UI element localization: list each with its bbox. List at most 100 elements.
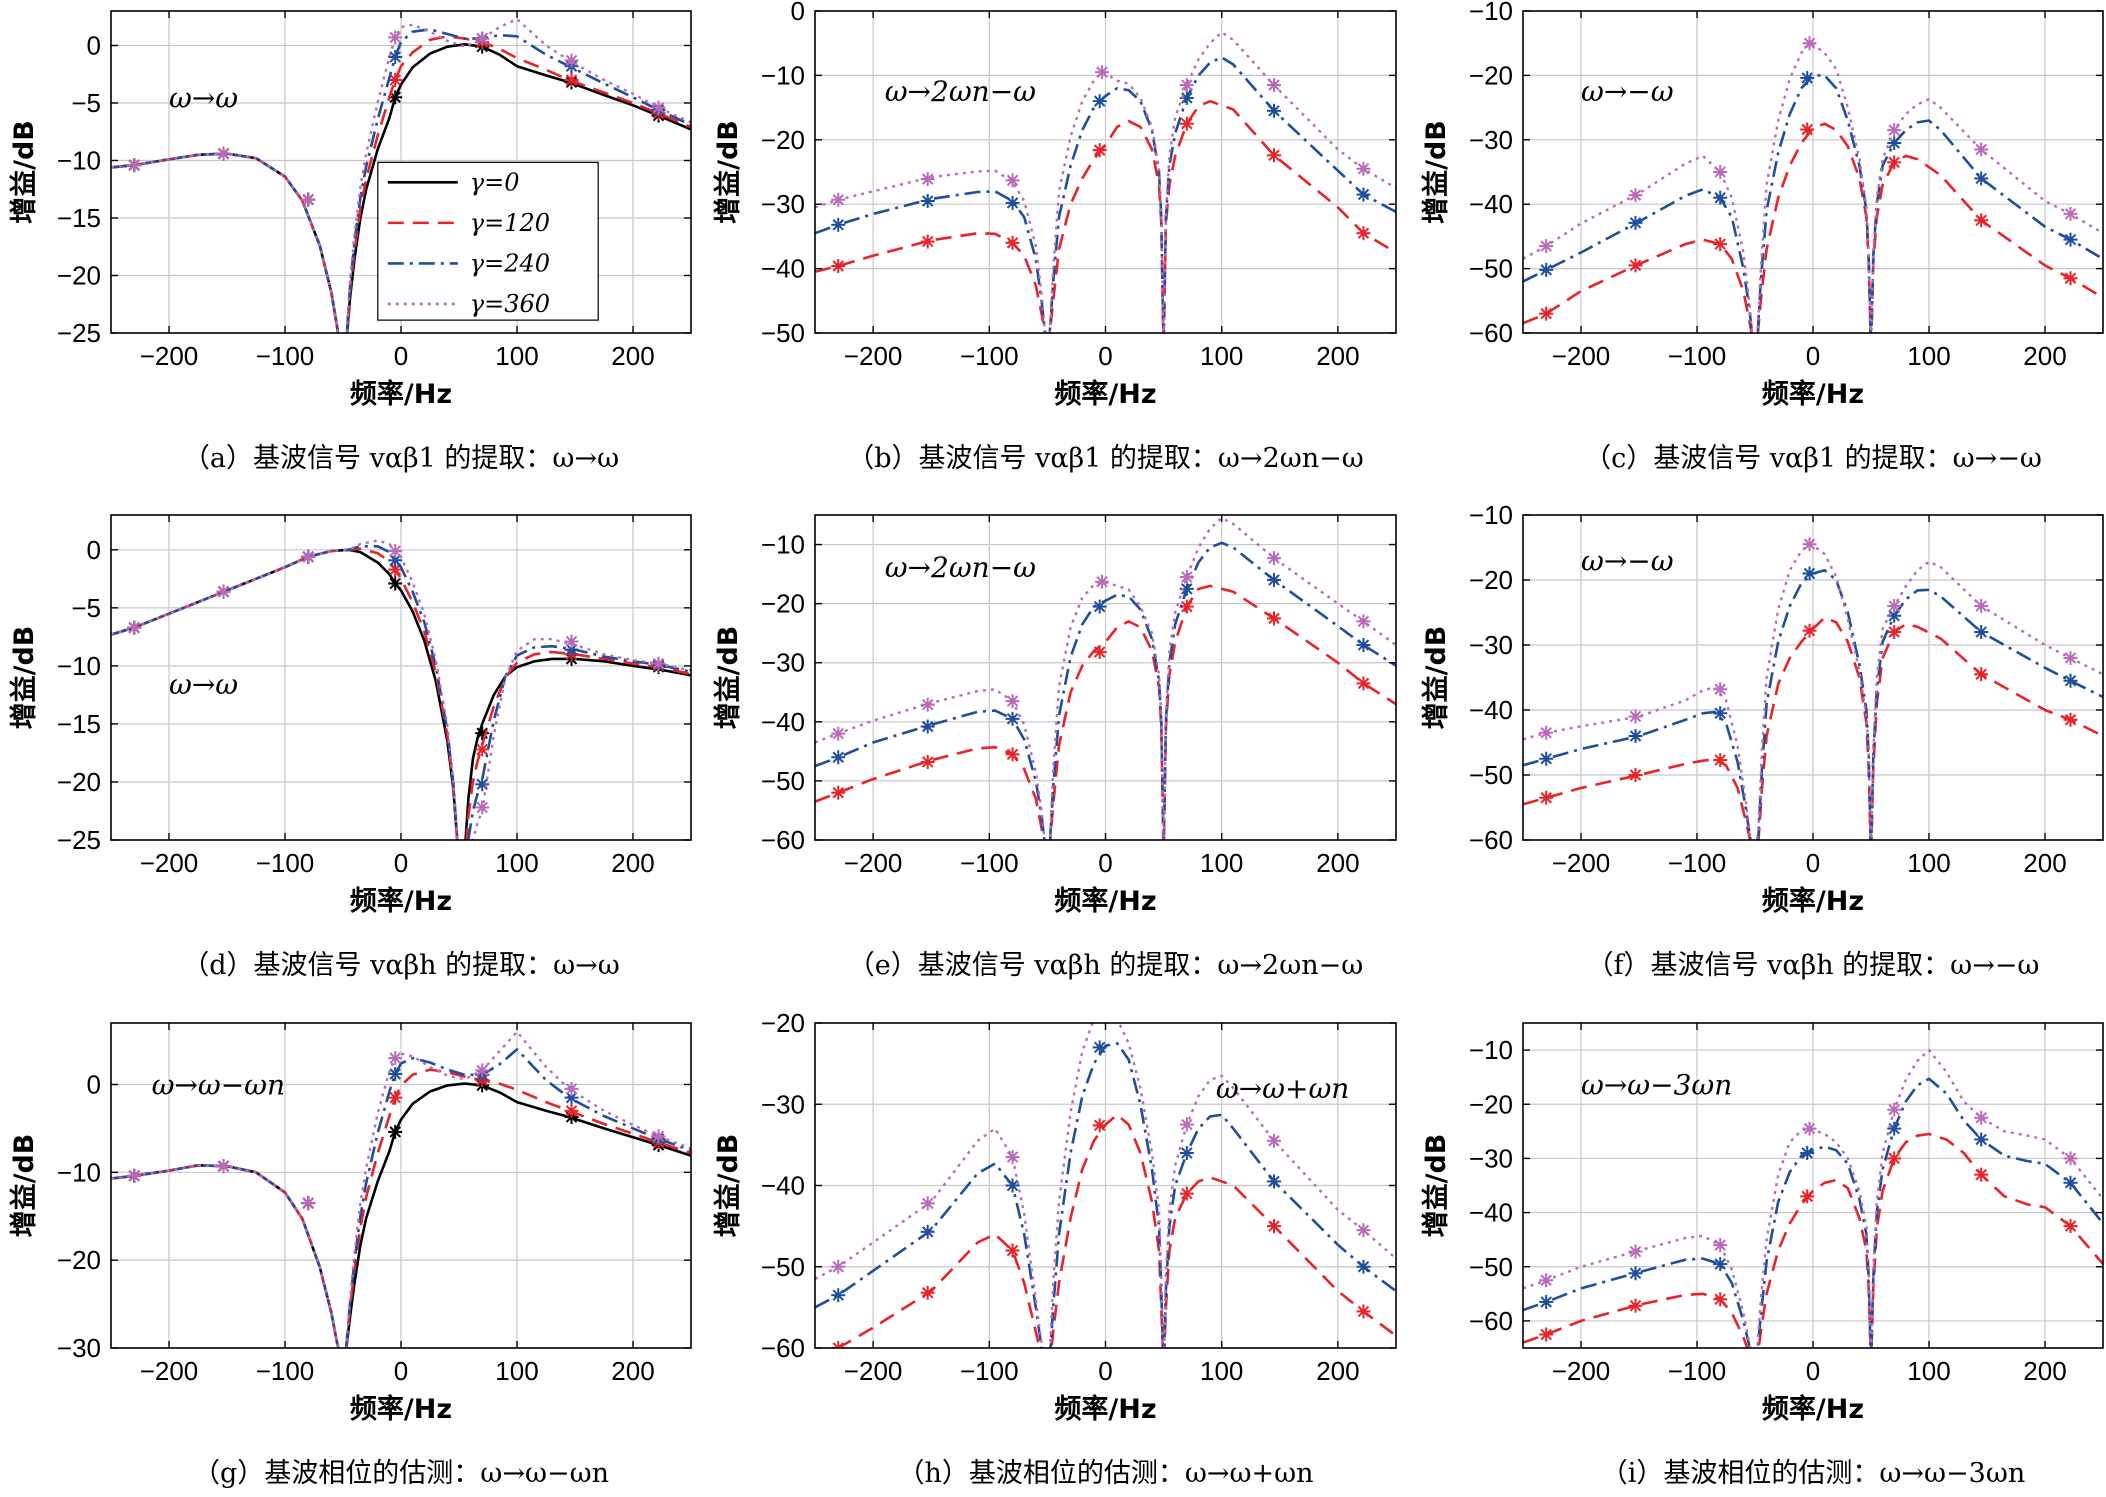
y-tick-label: −50 — [1469, 760, 1513, 790]
y-tick-label: −50 — [761, 318, 805, 348]
annotation-text: ω→2ωn−ω — [885, 75, 1036, 108]
data-point-marker — [1095, 574, 1110, 589]
data-point-marker — [1974, 1167, 1989, 1182]
x-tick-label: 200 — [2023, 848, 2066, 878]
chart-panel-b: −200 −100 0 100 200 0 −10 −20 −30 −40 −50 频率/Hz 增益/d… — [712, 0, 1397, 474]
x-tick-label: −100 — [960, 1356, 1019, 1386]
data-point-marker — [216, 584, 231, 599]
chart-panel-f: −200 −100 0 100 200 −10 −20 −30 −40 −50 −60 频率/Hz 增益… — [1420, 500, 2104, 981]
x-tick-label: 100 — [495, 848, 538, 878]
x-tick-label: −100 — [1668, 341, 1727, 371]
data-point-marker — [1092, 645, 1107, 660]
data-point-marker — [831, 785, 846, 800]
series-group — [815, 516, 1396, 840]
data-point-marker — [1539, 239, 1554, 254]
data-point-marker — [1005, 1178, 1020, 1193]
data-point-marker — [475, 1063, 490, 1078]
x-tick-label: −200 — [844, 341, 903, 371]
x-axis-label: 频率/Hz — [1054, 378, 1156, 410]
y-tick-label: −10 — [57, 651, 101, 681]
data-point-marker — [1887, 1102, 1902, 1117]
data-point-marker — [2063, 712, 2078, 727]
data-point-marker — [831, 192, 846, 207]
data-point-marker — [831, 1259, 846, 1274]
data-point-marker — [1356, 638, 1371, 652]
y-tick-label: 0 — [791, 0, 805, 26]
chart-panel-h: −200 −100 0 100 200 −20 −30 −40 −50 −60 频率/Hz 增益/dB… — [712, 1008, 1397, 1489]
x-tick-label: −200 — [1552, 341, 1611, 371]
y-tick-label: −60 — [1469, 825, 1513, 855]
x-tick-label: 200 — [1316, 848, 1359, 878]
series-group — [1523, 1048, 2103, 1348]
data-point-marker — [388, 543, 403, 558]
data-point-marker — [920, 193, 935, 208]
y-tick-label: −5 — [71, 88, 101, 118]
x-tick-label: 100 — [495, 341, 538, 371]
data-point-marker — [831, 1288, 846, 1303]
data-point-marker — [216, 146, 231, 161]
data-point-marker — [920, 755, 935, 769]
data-point-marker — [1628, 768, 1643, 782]
data-point-marker — [2063, 1175, 2078, 1190]
x-tick-label: 100 — [1200, 341, 1243, 371]
y-tick-label: 0 — [87, 31, 101, 61]
data-point-marker — [831, 750, 846, 765]
x-tick-label: 100 — [1907, 1356, 1950, 1386]
y-axis-label: 增益/dB — [8, 626, 40, 730]
y-tick-label: −50 — [1469, 1252, 1513, 1282]
y-tick-label: −60 — [1469, 1306, 1513, 1336]
data-point-marker — [920, 172, 935, 187]
data-point-marker — [1356, 1259, 1371, 1274]
data-point-marker — [1005, 711, 1020, 726]
x-axis-label: 频率/Hz — [1762, 378, 1864, 410]
panel-caption: （d）基波信号 vαβh 的提取：ω→ω — [182, 950, 620, 981]
series-line — [1523, 616, 2103, 840]
x-tick-label: 100 — [495, 1356, 538, 1386]
x-tick-label: 200 — [2023, 1356, 2066, 1386]
data-point-marker — [1092, 599, 1107, 614]
y-tick-label: −20 — [1469, 565, 1513, 595]
data-point-marker — [1179, 90, 1194, 105]
data-point-marker — [1802, 566, 1817, 581]
data-point-marker — [1974, 625, 1989, 639]
x-tick-label: −200 — [1552, 1356, 1611, 1386]
data-point-marker — [1092, 94, 1107, 109]
y-tick-label: −40 — [761, 254, 805, 284]
data-point-marker — [1266, 551, 1281, 566]
series-group — [111, 17, 691, 333]
data-point-marker — [1802, 1121, 1817, 1136]
y-tick-label: −20 — [57, 261, 101, 291]
x-tick-label: 0 — [394, 1356, 408, 1386]
annotation-text: ω→ω+ωn — [1216, 1072, 1349, 1105]
x-tick-label: 0 — [1098, 341, 1112, 371]
y-tick-label: −10 — [1469, 1035, 1513, 1065]
series-line — [1523, 1132, 2103, 1348]
y-tick-label: −30 — [1469, 630, 1513, 660]
series-line — [1523, 1077, 2103, 1348]
y-tick-label: −30 — [761, 1089, 805, 1119]
data-point-marker — [564, 1090, 579, 1105]
x-tick-label: 200 — [611, 1356, 654, 1386]
data-point-marker — [1713, 190, 1728, 205]
chart-panel-a: −200 −100 0 100 200 0 −5 −10 −15 −20 −25 频率/Hz 增益/dB… — [8, 10, 692, 474]
data-point-marker — [1974, 599, 1989, 613]
data-point-marker — [1713, 1292, 1728, 1307]
series-group — [1523, 537, 2103, 840]
data-point-marker — [1628, 709, 1643, 724]
x-tick-label: −100 — [960, 341, 1019, 371]
legend-label: γ=0 — [470, 168, 520, 196]
data-point-marker — [1974, 1110, 1989, 1125]
y-axis-label: 增益/dB — [8, 120, 40, 224]
data-point-marker — [1266, 611, 1281, 626]
x-tick-label: −100 — [1668, 1356, 1727, 1386]
x-axis-label: 频率/Hz — [1054, 885, 1156, 917]
series-line — [111, 539, 691, 840]
y-tick-label: −20 — [1469, 60, 1513, 90]
data-point-marker — [1800, 122, 1815, 137]
x-tick-label: 200 — [611, 848, 654, 878]
data-point-marker — [920, 1196, 935, 1211]
data-point-marker — [1179, 116, 1194, 131]
data-point-marker — [1005, 694, 1020, 709]
x-tick-label: −100 — [256, 848, 315, 878]
